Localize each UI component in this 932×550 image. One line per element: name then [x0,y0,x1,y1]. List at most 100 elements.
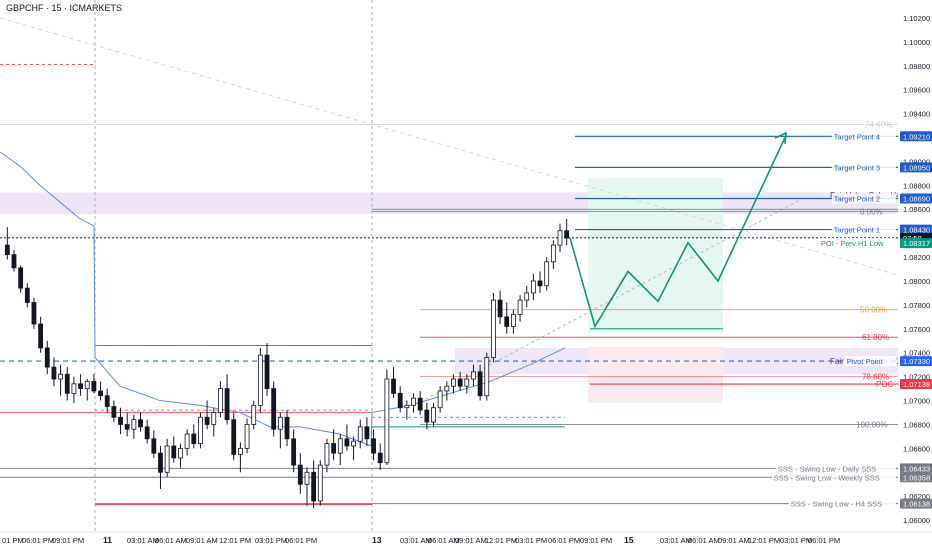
price-badge-value: 1.09210 [903,132,930,141]
x-tick-label: 06:01 PM [808,536,840,545]
candle [491,292,496,363]
x-tick-label: 06:01 AM [155,536,187,545]
candle [111,400,117,423]
x-tick-label: 13 [372,535,382,545]
candle [337,434,343,466]
candle [184,429,190,456]
y-tick-label: 1.09800 [903,62,930,71]
y-tick-label: 1.06000 [903,516,930,525]
levels-layer [0,0,899,532]
candle [118,407,123,435]
price-badge [900,379,932,390]
y-tick-label: 1.08000 [903,277,930,286]
y-tick-label: 1.06800 [903,420,930,429]
candle-body [284,416,290,440]
x-tick-label: 09:01 AM [718,536,750,545]
overlay-label: 0.00% [860,208,883,217]
candle-body [351,440,356,447]
candle [131,414,137,439]
price-badge-value: 1.06138 [903,500,930,509]
candle [550,240,556,270]
candle-body [211,412,217,425]
candle-body [271,388,277,430]
projection-box [588,178,723,333]
candle-body [311,471,317,502]
candle-body [237,447,243,455]
candle-body [198,416,203,444]
candle [284,410,290,446]
price-label-text: Target Point 2 [834,194,880,203]
overlay-label: 50.00% [860,306,887,315]
price-axis-bg [898,0,932,550]
price-label-text: Target Point 3 [834,163,880,172]
overlay-label: 61.80% [862,333,889,342]
candle [497,290,503,325]
candle-body [164,445,170,473]
risk-box [588,346,723,403]
candle-body [231,419,237,455]
candle [357,419,363,449]
x-tick-label: 09:01 PM [52,536,84,545]
candle [257,347,263,413]
price-badge [900,238,932,249]
candle-body [524,292,530,301]
candle-body [371,438,376,454]
candle [291,429,297,473]
candle [517,295,523,322]
y-tick-label: 1.10000 [903,38,930,47]
price-label-bg [771,472,896,483]
candle-body [291,438,297,466]
candle-body [204,416,210,425]
candle-body [138,419,143,428]
price-label-bg [818,238,896,249]
candle-body [64,373,70,394]
candle [38,316,44,353]
candle [504,302,510,334]
projection-arrowhead [774,131,787,145]
price-label-bg [844,356,896,367]
candle [138,412,143,432]
candle-body [58,373,63,380]
price-badge-value: 1.08430 [903,226,930,235]
candle [511,309,516,334]
candle-body [24,287,30,303]
candle [437,386,443,413]
candle-body [18,267,24,289]
candle [64,367,70,401]
candle-body [444,385,450,392]
candle-body [417,397,423,411]
candle [158,445,163,490]
candle-body [537,280,543,287]
overlay-label: 74.60% [865,120,892,129]
x-tick-label: 15 [624,535,634,545]
overlay-label: POC [876,380,894,389]
price-label-bg [831,224,896,235]
candle [204,400,210,430]
candle [297,453,303,494]
candle [484,352,490,401]
candle [471,364,476,387]
candle [18,265,24,293]
candle [84,379,90,401]
candle [377,443,383,470]
candle [178,443,183,468]
price-axis: 1.10200 1.10000 1.09800 1.09600 1.09400 1.090… [771,0,932,550]
candle-body [104,395,110,407]
x-tick-label: 06:01 AM [428,536,460,545]
moving-average-line [0,151,566,447]
x-tick-label: 06:01 PM [22,536,54,545]
price-badge [900,498,932,509]
candle-body [264,354,270,389]
candle-body [397,392,403,409]
candle-body [277,416,283,430]
candle-body [131,419,137,430]
price-badge [900,131,932,142]
candle-body [38,323,44,349]
candle [524,285,530,308]
candle [564,218,570,246]
candle-body [251,404,257,425]
price-label-text: SSS - Swing Low - H4 SSS [791,500,882,509]
candle [124,412,130,437]
